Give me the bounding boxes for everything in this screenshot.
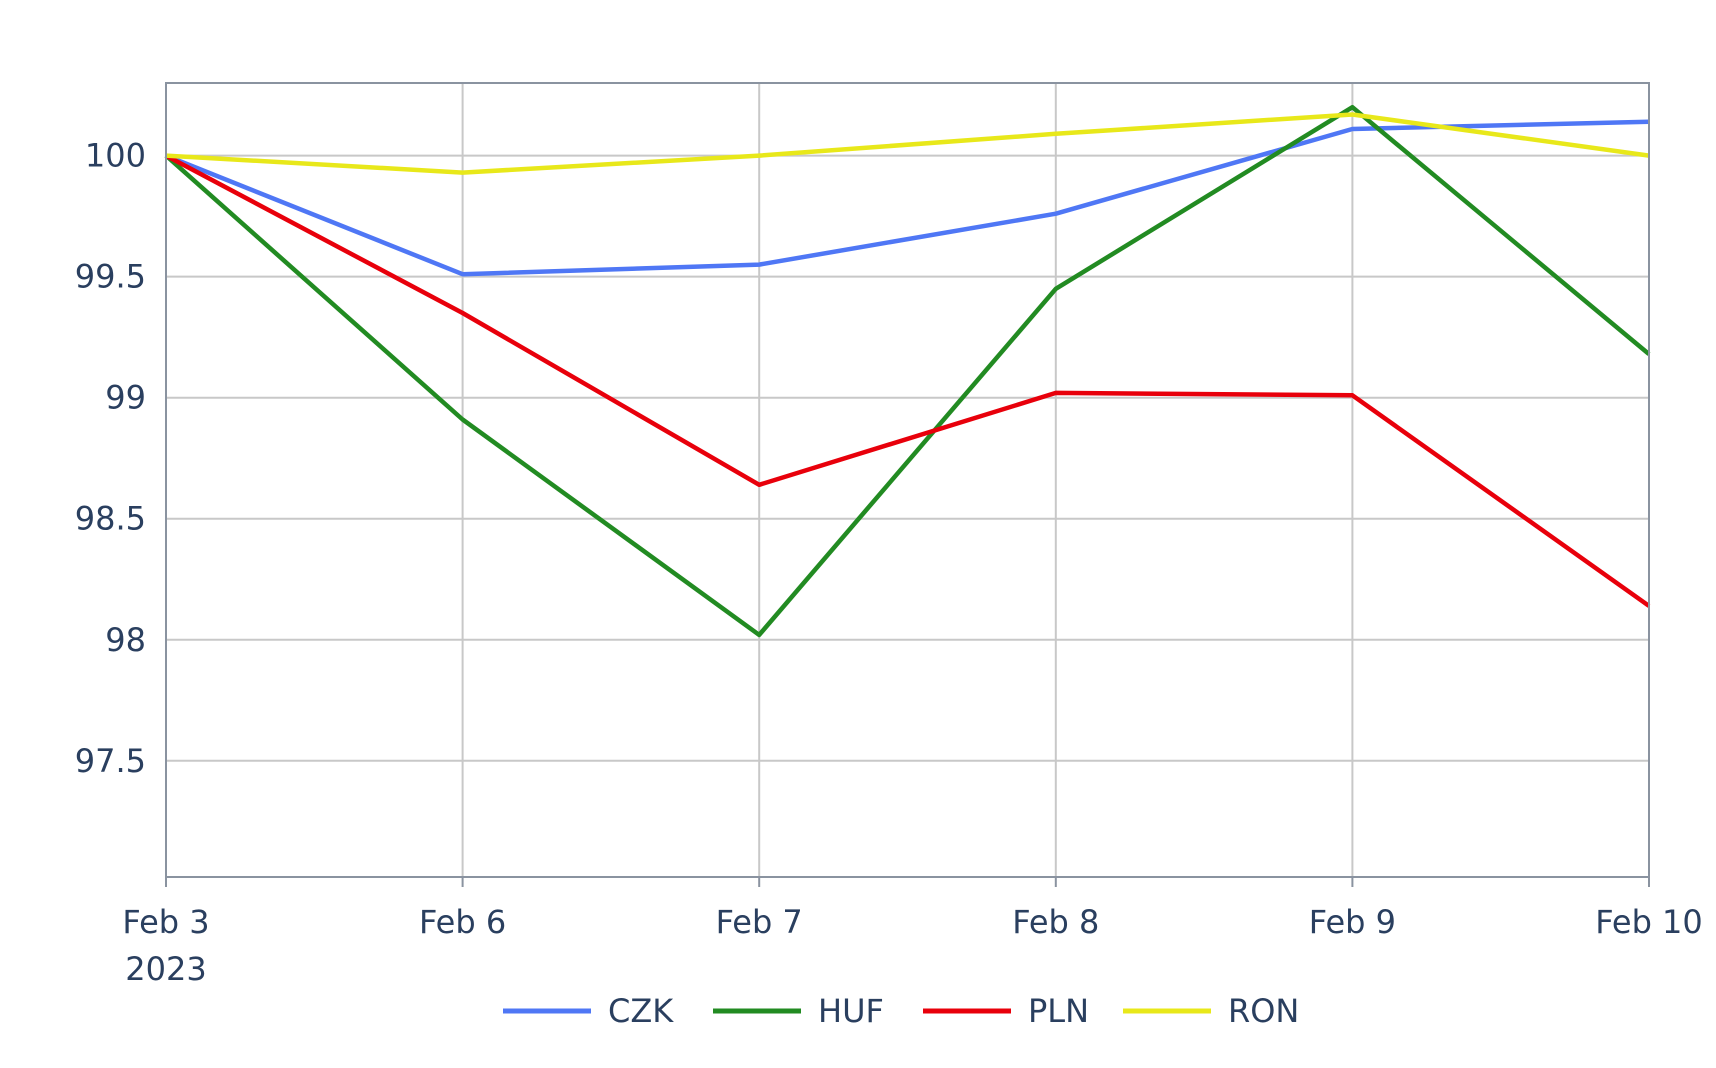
legend-label: HUF <box>818 992 884 1030</box>
legend-label: PLN <box>1028 992 1089 1030</box>
legend-item-pln: PLN <box>923 992 1089 1030</box>
x-axis-labels: Feb 3 Feb 6 Feb 7 Feb 8 Feb 9 Feb 10 2023 <box>122 903 1702 988</box>
grid <box>165 83 1650 877</box>
x-tick-label: Feb 8 <box>1012 903 1099 941</box>
x-tick-label: Feb 10 <box>1595 903 1703 941</box>
y-tick-label: 97.5 <box>75 742 146 780</box>
series-lines <box>164 104 1651 638</box>
x-axis-ticks <box>165 877 1650 887</box>
plot-frame <box>165 82 1650 878</box>
y-tick-label: 98 <box>105 621 146 659</box>
legend-item-ron: RON <box>1123 992 1299 1030</box>
series-line-pln <box>164 153 1651 608</box>
x-year-label: 2023 <box>125 950 206 988</box>
x-tick-label: Feb 9 <box>1309 903 1396 941</box>
x-tick-label: Feb 6 <box>419 903 506 941</box>
y-tick-label: 100 <box>85 137 146 175</box>
legend-label: CZK <box>608 992 674 1030</box>
series-line-czk <box>165 119 1650 277</box>
series-line-ron <box>165 112 1650 175</box>
y-tick-label: 99.5 <box>75 258 146 296</box>
legend-label: RON <box>1228 992 1299 1030</box>
y-tick-label: 98.5 <box>75 500 146 538</box>
x-tick-label: Feb 7 <box>716 903 803 941</box>
legend: CZK HUF PLN RON <box>503 992 1299 1030</box>
y-tick-label: 99 <box>105 379 146 417</box>
x-tick-label: Feb 3 <box>122 903 209 941</box>
y-axis-labels: 97.5 98 98.5 99 99.5 100 <box>75 137 146 780</box>
legend-item-czk: CZK <box>503 992 674 1030</box>
legend-item-huf: HUF <box>713 992 884 1030</box>
series-line-huf <box>164 104 1651 638</box>
